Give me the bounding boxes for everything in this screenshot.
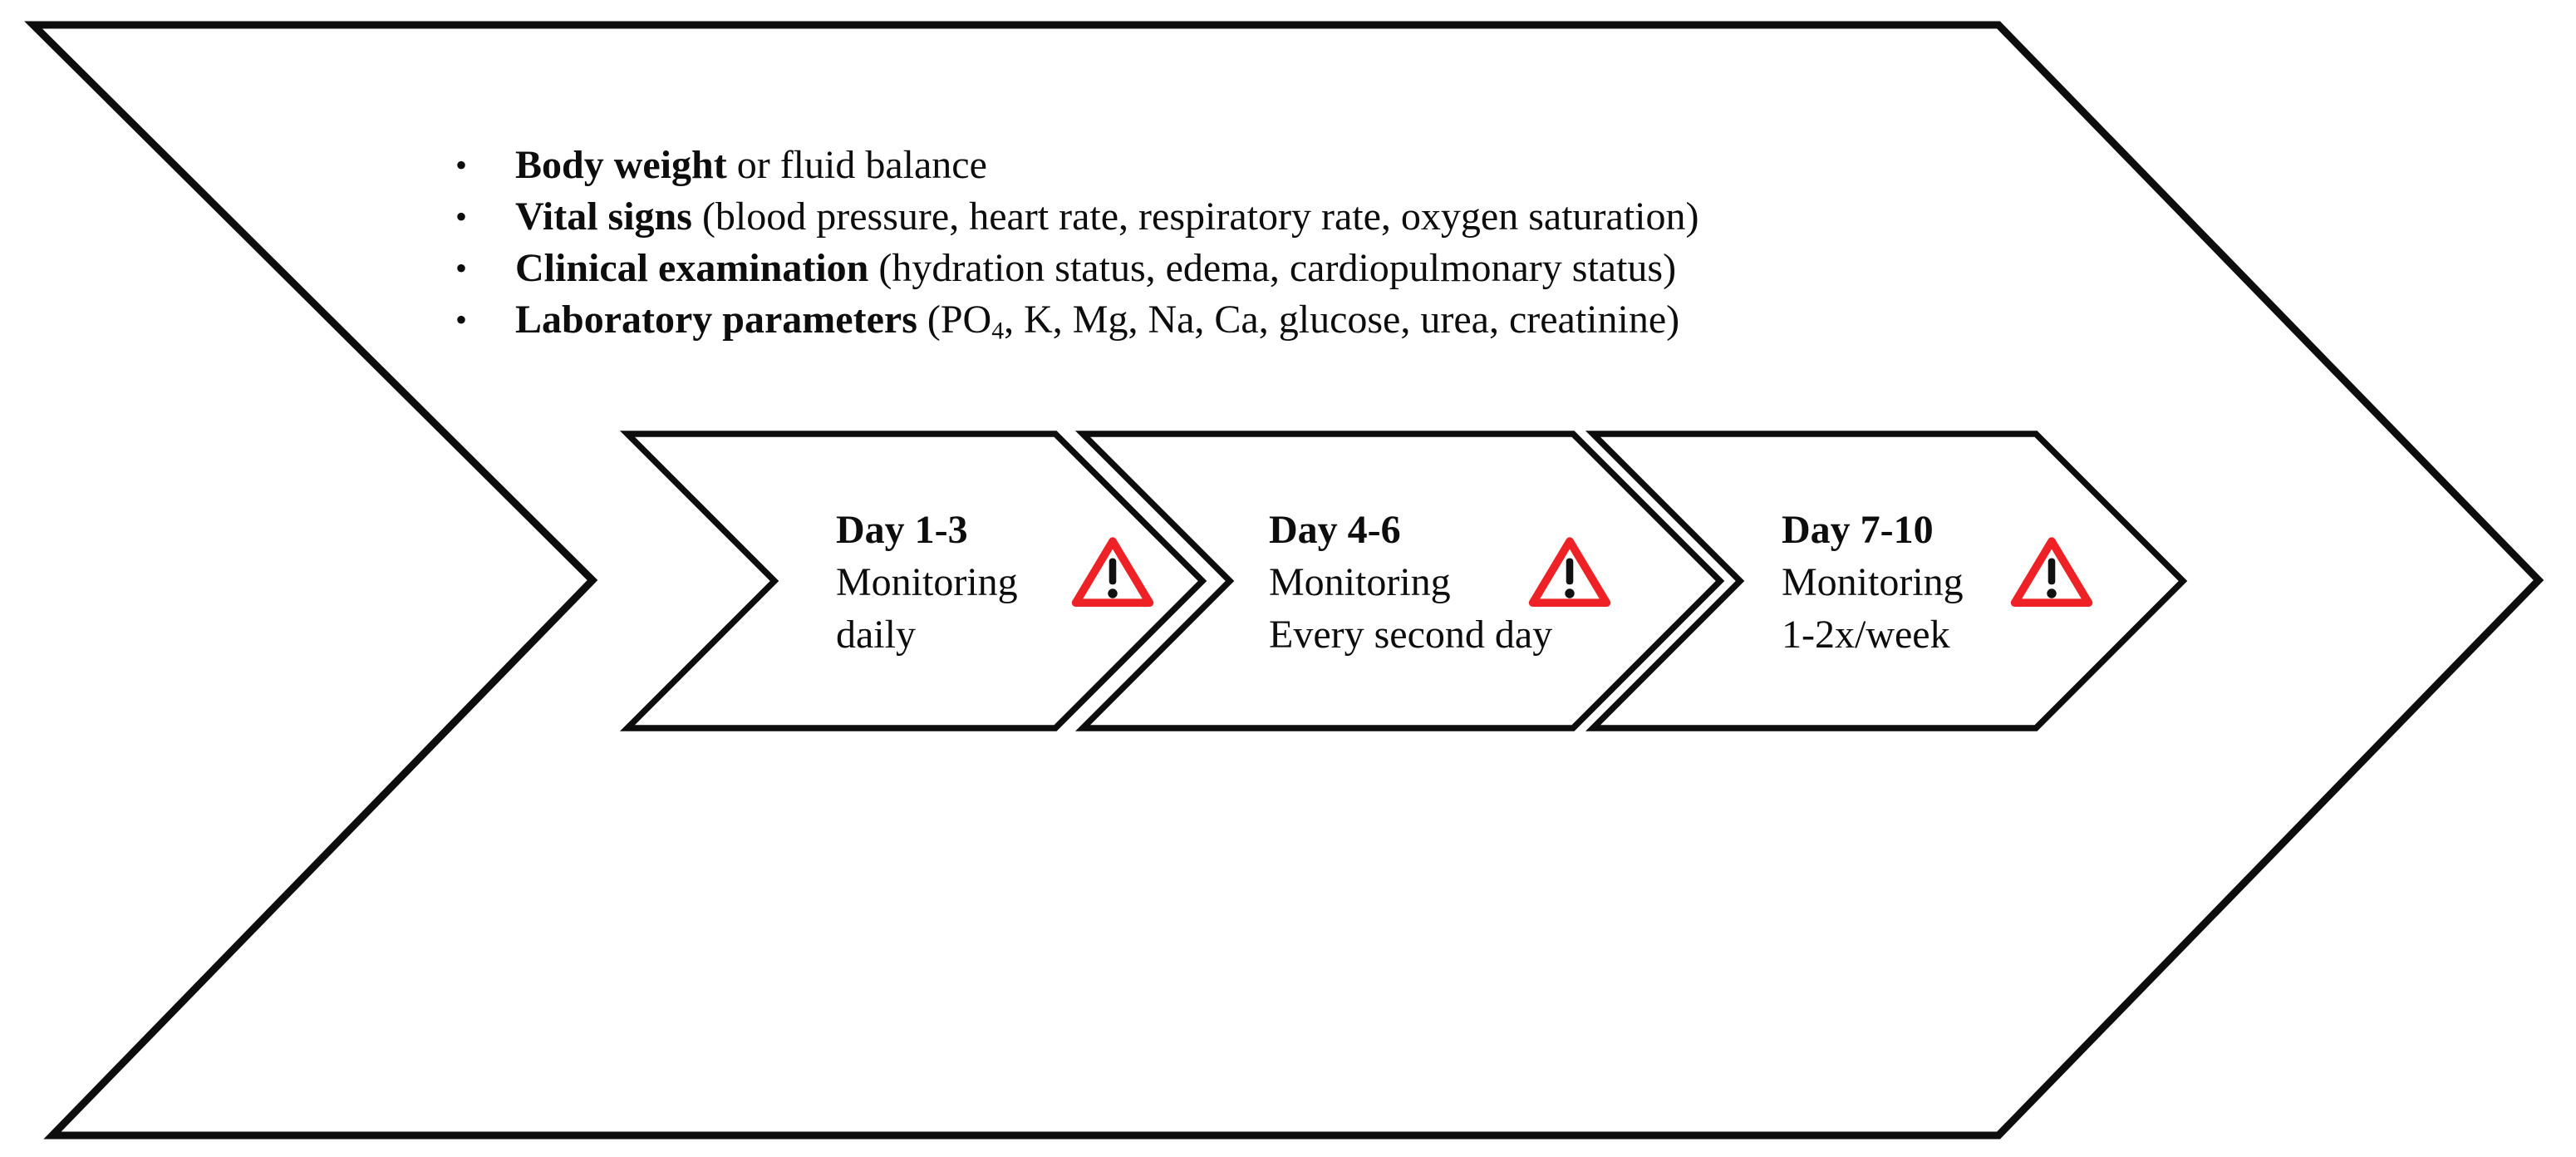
stage-chevron-shape-3 [1585, 431, 2188, 731]
stage-title: Day 7-10 [1782, 508, 1934, 552]
bullet-icon: • [455, 146, 468, 184]
bullet-icon: • [455, 198, 468, 235]
warning-icon [1528, 537, 1611, 608]
stage-label-day-1-3: Day 1-3 Monitoring daily [836, 504, 1018, 661]
exclamation-bar [1566, 558, 1574, 585]
stage-frequency-line: Every second day [1269, 613, 1553, 657]
stage-label-day-7-10: Day 7-10 Monitoring 1-2x/week [1782, 504, 1964, 661]
stage-title: Day 1-3 [836, 508, 968, 552]
stage-frequency-line: Monitoring [1782, 560, 1964, 604]
exclamation-bar [1109, 558, 1117, 585]
stage-title: Day 4-6 [1269, 508, 1401, 552]
bullet-icon: • [455, 249, 468, 287]
list-item: • Clinical examination (hydration status… [455, 243, 1698, 294]
subscript: 4 [991, 317, 1005, 345]
stage-frequency-line: daily [836, 613, 916, 657]
stage-chevron-shape-2 [1074, 431, 1725, 731]
stage-chevron-shape-1 [619, 431, 1207, 731]
list-item: • Body weight or fluid balance [455, 140, 1698, 191]
list-item-text: Body weight or fluid balance [515, 143, 987, 187]
exclamation-dot [2047, 588, 2057, 598]
stage-frequency-line: Monitoring [1269, 560, 1451, 604]
list-item: • Vital signs (blood pressure, heart rat… [455, 191, 1698, 243]
list-item-text: Clinical examination (hydration status, … [515, 246, 1677, 290]
list-item-text: Vital signs (blood pressure, heart rate,… [515, 194, 1699, 239]
stage-label-day-4-6: Day 4-6 Monitoring Every second day [1269, 504, 1552, 661]
exclamation-dot [1565, 588, 1575, 598]
stage-frequency-line: 1-2x/week [1782, 613, 1950, 657]
monitoring-parameters-list: • Body weight or fluid balance • Vital s… [455, 140, 1698, 346]
list-item-text: Laboratory parameters (PO4, K, Mg, Na, C… [515, 298, 1680, 345]
list-item: • Laboratory parameters (PO4, K, Mg, Na,… [455, 294, 1698, 346]
exclamation-dot [1108, 588, 1118, 598]
exclamation-bar [2048, 558, 2056, 585]
warning-icon [2010, 537, 2093, 608]
bullet-icon: • [455, 301, 468, 338]
stage-frequency-line: Monitoring [836, 560, 1018, 604]
warning-icon [1071, 537, 1154, 608]
